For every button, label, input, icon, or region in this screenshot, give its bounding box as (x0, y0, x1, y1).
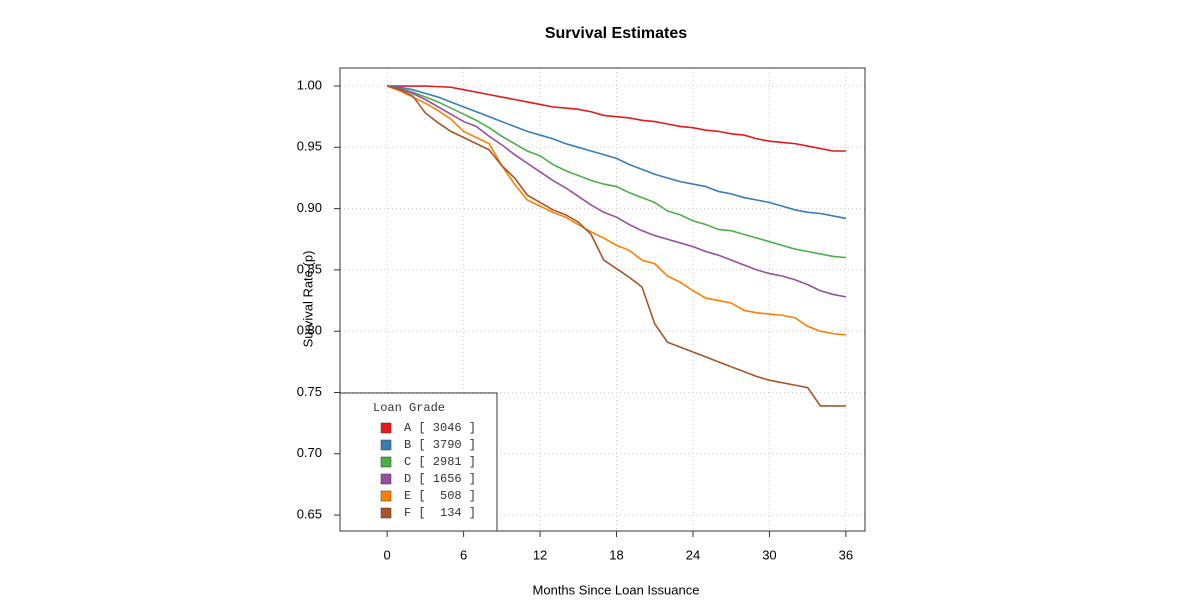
legend-swatch (380, 473, 392, 485)
x-tick-label: 12 (533, 547, 547, 562)
y-tick-label: 0.85 (297, 261, 322, 276)
series-line (386, 85, 846, 336)
series-line (387, 85, 846, 152)
x-tick-label: 18 (609, 547, 623, 562)
x-tick-label: 24 (686, 547, 700, 562)
series-line (386, 85, 846, 259)
x-tick-label: 30 (762, 547, 776, 562)
chart-title: Survival Estimates (545, 25, 687, 42)
y-tick-label: 0.75 (297, 384, 322, 399)
legend-swatch (380, 507, 392, 519)
legend-label: A [ 3046 ] (404, 421, 476, 435)
x-tick-label: 6 (460, 547, 467, 562)
legend-swatch (380, 456, 392, 468)
y-tick-label: 0.65 (297, 507, 322, 522)
series-line (386, 85, 846, 407)
legend-box (339, 392, 498, 532)
legend: Loan Grade A [ 3046 ] B [ 3790 ] C [ 2981 ]… (339, 392, 498, 532)
y-tick-label: 0.70 (297, 445, 322, 460)
y-axis-label: Survival Rate (p) (300, 251, 315, 348)
legend-label: B [ 3790 ] (404, 438, 476, 452)
series-line (386, 85, 847, 298)
y-tick-label: 0.80 (297, 323, 322, 338)
legend-label: E [ 508 ] (404, 489, 476, 503)
legend-title: Loan Grade (373, 401, 445, 415)
y-tick-label: 0.90 (297, 200, 322, 215)
legend-label: F [ 134 ] (404, 506, 476, 520)
legend-swatch (380, 422, 392, 434)
x-tick-label: 0 (384, 547, 391, 562)
x-tick-label: 36 (839, 547, 853, 562)
legend-label: C [ 2981 ] (404, 455, 476, 469)
y-tick-label: 1.00 (297, 77, 322, 92)
series-line (387, 85, 847, 220)
legend-swatch (380, 490, 392, 502)
y-tick-label: 0.95 (297, 139, 322, 154)
legend-swatch (380, 439, 392, 451)
plot-frame (339, 67, 866, 532)
x-axis-label: Months Since Loan Issuance (533, 582, 700, 597)
legend-label: D [ 1656 ] (404, 472, 476, 486)
